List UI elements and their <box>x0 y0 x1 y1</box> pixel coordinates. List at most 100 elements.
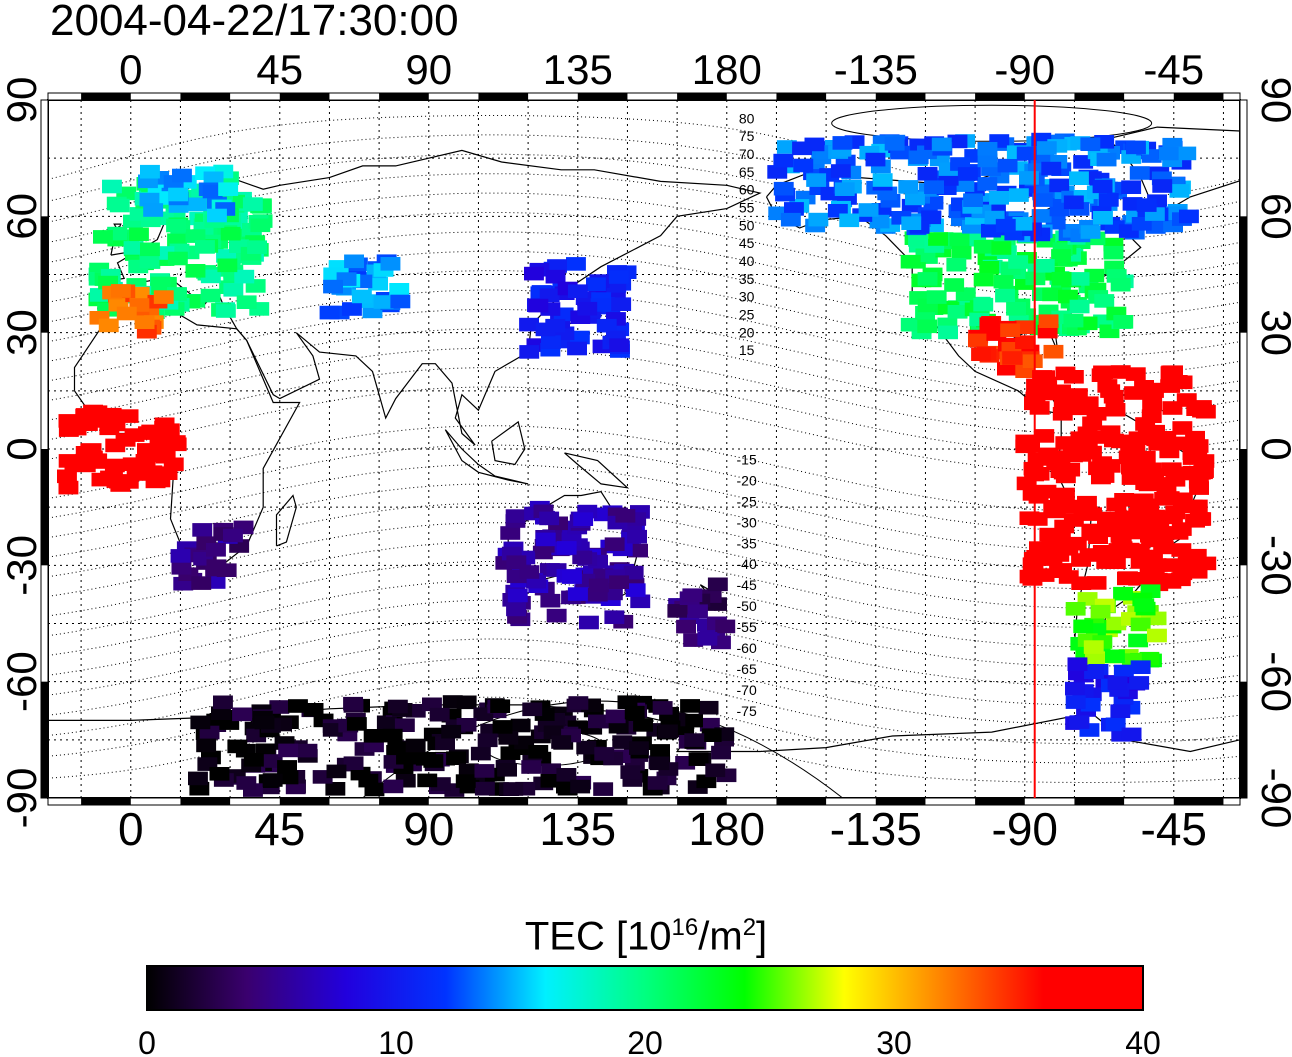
lat-tick-label-right: -30 <box>1253 535 1292 596</box>
tec-cell <box>98 318 119 333</box>
tec-cell <box>604 537 625 551</box>
tec-cell <box>839 213 860 228</box>
tec-cell <box>1121 727 1142 742</box>
contour-label: -20 <box>737 472 757 488</box>
tec-cell <box>57 469 77 484</box>
tec-cell <box>303 703 324 717</box>
tec-cell <box>1059 499 1080 514</box>
tec-cell <box>236 776 257 790</box>
tec-cell <box>650 744 670 758</box>
tec-cell <box>206 543 226 557</box>
tec-cell <box>1194 464 1214 478</box>
tec-cell <box>556 541 577 555</box>
tec-cell <box>1028 490 1049 504</box>
frame-bar-black <box>279 93 330 100</box>
colorbar-title: TEC [1016/m2] <box>524 914 768 959</box>
lon-tick-label-bottom: 135 <box>539 803 616 855</box>
tec-cell <box>588 714 608 729</box>
tec-cell <box>968 333 988 348</box>
coastline <box>275 494 297 547</box>
tec-cell <box>951 245 972 260</box>
tec-cell <box>213 695 233 710</box>
tec-cell <box>521 760 542 774</box>
tec-cell <box>612 735 633 749</box>
frame-bar-black <box>1240 449 1247 566</box>
colorbar-tick-label: 0 <box>138 1025 156 1057</box>
tec-cell <box>58 454 79 468</box>
tec-cell <box>1063 513 1084 527</box>
lon-tick-label-bottom: -135 <box>830 803 922 855</box>
tec-cell <box>1063 313 1084 328</box>
frame-bar <box>47 92 1241 101</box>
tec-cell <box>1080 225 1101 239</box>
frame-bar-black <box>975 798 1025 805</box>
frame-bar-black <box>41 449 48 566</box>
tec-cell <box>684 733 705 747</box>
tec-cell <box>343 756 364 770</box>
tec-cell <box>319 305 340 320</box>
tec-cell <box>1177 556 1198 571</box>
tec-cell <box>1086 407 1107 421</box>
tec-cell <box>973 240 994 254</box>
tec-cell <box>415 752 436 766</box>
frame-bar-black <box>81 93 131 100</box>
tec-cell <box>417 773 438 788</box>
tec-cell <box>540 593 561 608</box>
lon-tick-label-bottom: -45 <box>1141 803 1207 855</box>
tec-cell <box>102 179 122 194</box>
tec-cell <box>58 480 79 495</box>
tec-cell <box>1191 512 1212 526</box>
tec-cell <box>519 317 539 332</box>
tec-cell <box>1016 146 1037 161</box>
tec-cell <box>676 619 696 634</box>
contour-line <box>48 638 1240 725</box>
tec-cell <box>928 232 948 246</box>
tec-cell <box>620 765 641 779</box>
tec-cell <box>963 193 983 207</box>
tec-cell <box>1125 367 1146 381</box>
frame-bar-black <box>577 798 628 805</box>
tec-cell <box>1015 335 1035 349</box>
tec-cell <box>171 561 192 575</box>
tec-cell <box>325 782 346 796</box>
tec-cell <box>1188 400 1208 415</box>
tec-cell <box>1052 407 1073 421</box>
tec-cell <box>141 424 162 439</box>
tec-cell <box>269 700 290 714</box>
tec-cell <box>570 779 591 794</box>
tec-cell <box>593 782 614 796</box>
tec-cell <box>470 746 491 761</box>
tec-cell <box>429 707 450 722</box>
tec-cell <box>1133 493 1154 508</box>
lat-tick-label-right: -60 <box>1253 651 1292 712</box>
tec-cell <box>1121 180 1142 194</box>
frame-bar-black <box>776 798 827 805</box>
tec-cell <box>93 230 113 244</box>
tec-cell <box>243 753 264 767</box>
tec-cell <box>172 168 192 183</box>
tec-cell <box>1103 245 1124 260</box>
colorbar-tick-label: 30 <box>876 1025 912 1057</box>
tec-cell <box>1105 649 1125 664</box>
tec-cell <box>405 738 426 753</box>
tec-cell <box>58 414 79 428</box>
contour-label: -25 <box>737 493 757 509</box>
tec-cell <box>446 751 466 765</box>
frame-bar-black <box>478 93 529 100</box>
frame-bar-black <box>1240 216 1247 333</box>
tec-cell <box>1069 171 1089 185</box>
colorbar-tick-label: 10 <box>378 1025 414 1057</box>
tec-cell <box>1154 437 1175 451</box>
colorbar: 0 10 20 30 40 <box>138 965 1161 1057</box>
tec-cell <box>135 454 156 468</box>
tec-cell <box>683 713 703 728</box>
tec-cell <box>872 173 893 187</box>
tec-cell <box>1036 141 1057 155</box>
tec-cell <box>1037 324 1058 339</box>
tec-cell <box>1065 695 1086 709</box>
tec-cell <box>150 276 171 291</box>
tec-cell <box>1092 179 1113 194</box>
contour-label: -70 <box>737 682 757 698</box>
tec-cell <box>1038 450 1059 465</box>
contour-label: 15 <box>739 342 755 358</box>
